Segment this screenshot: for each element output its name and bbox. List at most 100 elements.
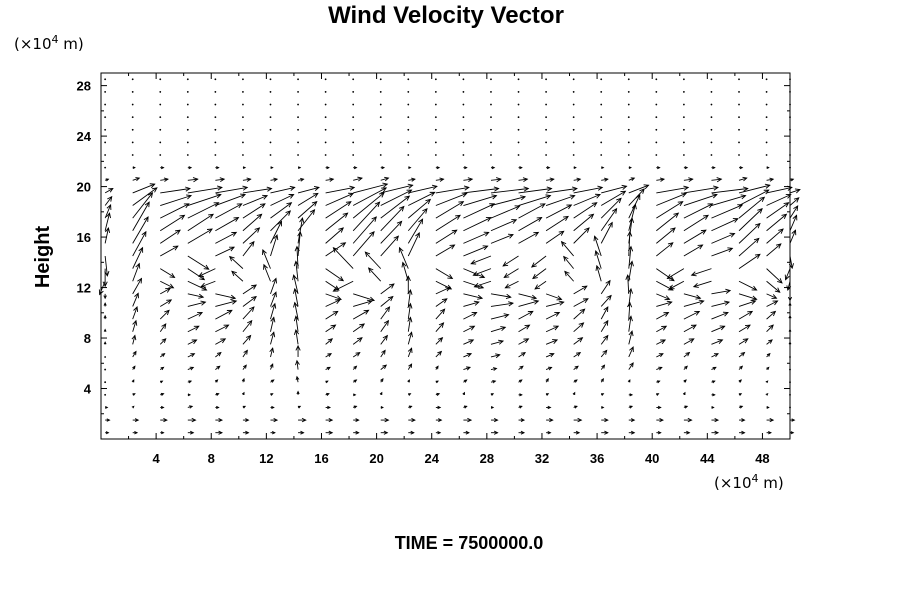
wind-vector (353, 293, 376, 302)
wind-vector (518, 351, 526, 358)
vector-head (408, 363, 413, 368)
vector-shaft (463, 280, 484, 289)
vector-head (356, 337, 363, 343)
vector-dot (434, 78, 437, 81)
vector-head (143, 216, 149, 222)
wind-vector (103, 314, 107, 320)
wind-vector (738, 405, 744, 409)
vector-shaft (242, 188, 272, 194)
wind-vector (711, 177, 723, 183)
vector-shaft (463, 195, 497, 206)
wind-vector (186, 141, 189, 144)
x-unit-exponent: 4 (752, 472, 759, 485)
vector-shaft (573, 213, 594, 232)
wind-vector (789, 356, 791, 358)
wind-vector (103, 328, 107, 332)
wind-vector (490, 154, 492, 156)
wind-vector (518, 379, 523, 383)
wind-vector (104, 381, 107, 384)
wind-vector (490, 367, 498, 371)
vector-shaft (738, 293, 757, 300)
vector-head (769, 177, 775, 182)
vector-shaft (573, 194, 601, 206)
vector-shaft (215, 194, 246, 206)
vector-dot (789, 154, 791, 156)
vector-shaft (683, 293, 701, 299)
wind-vector (435, 418, 443, 422)
vector-head (508, 301, 514, 307)
vector-head (507, 233, 514, 239)
wind-vector (573, 365, 579, 370)
vector-shaft (545, 216, 569, 232)
vector-dot (297, 128, 299, 131)
wind-vector (573, 202, 598, 219)
vector-head (692, 282, 699, 288)
wind-vector (765, 78, 768, 81)
vector-head (408, 166, 412, 170)
vector-shaft (160, 229, 181, 244)
wind-vector (352, 192, 385, 219)
vector-shaft (600, 222, 613, 244)
vector-dot (627, 103, 630, 106)
y-axis-label: Height (32, 226, 54, 289)
vector-head (161, 353, 166, 357)
wind-vector (325, 366, 331, 371)
wind-vector (104, 116, 107, 119)
vector-shaft (503, 268, 519, 278)
vector-shaft (691, 268, 712, 276)
wind-vector (600, 128, 603, 131)
vector-shaft (352, 231, 375, 257)
vector-shaft (490, 302, 514, 307)
vector-dot (682, 91, 685, 93)
vector-head (160, 380, 164, 384)
vector-head (216, 365, 221, 370)
vector-shaft (601, 178, 608, 181)
vector-shaft (505, 280, 519, 289)
vector-head (629, 405, 634, 409)
vector-dot (545, 91, 547, 93)
wind-vector (241, 377, 245, 383)
vector-dot (352, 154, 355, 156)
wind-vector (407, 231, 420, 257)
wind-vector (738, 103, 740, 106)
wind-vector (270, 220, 282, 244)
vector-dot (269, 78, 272, 81)
y-tick-label: 24 (77, 129, 92, 144)
vector-shaft (380, 283, 395, 295)
vector-head (518, 379, 523, 383)
wind-vector (324, 103, 327, 106)
vector-shaft (380, 195, 410, 219)
wind-vector (297, 209, 316, 232)
wind-vector (546, 177, 555, 182)
vector-shaft (262, 249, 271, 269)
vector-head (790, 431, 795, 435)
vector-head (514, 205, 521, 211)
vector-head (549, 418, 554, 423)
vector-head (161, 338, 167, 343)
vector-head (327, 353, 333, 358)
vector-shaft (518, 352, 526, 358)
wind-vector (104, 212, 111, 231)
vector-shaft (352, 309, 369, 320)
wind-vector (463, 312, 478, 320)
vector-head (519, 393, 523, 397)
wind-vector (518, 194, 552, 206)
vector-head (581, 285, 588, 291)
vector-head (493, 430, 499, 435)
wind-vector (262, 248, 271, 269)
wind-vector (215, 185, 249, 194)
vector-dot (655, 154, 658, 156)
vector-head (663, 312, 670, 317)
vector-head (384, 306, 391, 313)
wind-vector (627, 379, 631, 383)
wind-vector (200, 280, 216, 288)
vector-head (200, 282, 207, 288)
wind-vector (269, 116, 272, 119)
vector-dot (324, 154, 327, 156)
vector-head (467, 177, 474, 183)
vector-shaft (463, 353, 472, 358)
vector-head (594, 250, 600, 257)
vector-shaft (738, 189, 769, 206)
wind-vector (215, 324, 230, 333)
